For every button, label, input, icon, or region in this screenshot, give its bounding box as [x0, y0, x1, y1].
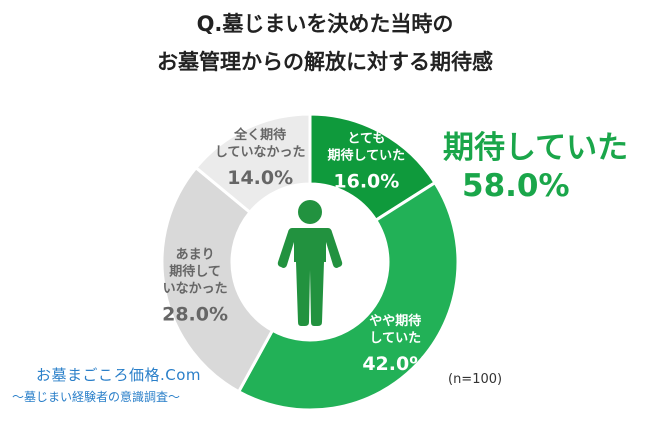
slice-value-label: 42.0% [362, 353, 428, 375]
donut-slice-not-at-all-expected [193, 112, 312, 215]
slice-category-label: 期待していた [328, 147, 406, 163]
slice-category-label: 全く期待 [233, 127, 286, 143]
highlight-value: 58.0% [462, 168, 570, 204]
slice-value-label: 28.0% [162, 303, 228, 325]
chart-title-line2: お墓管理からの解放に対する期待感 [157, 50, 493, 74]
donut-slices [160, 112, 460, 412]
brand-logo-text: お墓まごころ価格.Com [36, 366, 202, 384]
highlight-label: 期待していた [443, 130, 629, 166]
chart-title-line1: Q.墓じまいを決めた当時の [196, 12, 454, 36]
person-icon [277, 200, 343, 326]
slice-category-label: いなかった [163, 281, 228, 296]
slice-category-label: 期待して [169, 263, 221, 279]
slice-category-label: とても [347, 131, 385, 146]
donut-slice-somewhat-expected [236, 180, 460, 412]
slice-category-label: していた [369, 331, 421, 346]
slice-category-label: あまり [176, 247, 215, 262]
donut-slice-not-very-expected [160, 165, 275, 394]
slice-value-label: 16.0% [333, 170, 399, 192]
sample-size: (n=100) [448, 372, 503, 387]
slice-category-label: やや期待 [369, 313, 421, 329]
brand-subtitle: 〜墓じまい経験者の意識調査〜 [12, 390, 181, 404]
slice-value-label: 14.0% [227, 167, 293, 189]
slice-category-label: していなかった [215, 145, 306, 160]
